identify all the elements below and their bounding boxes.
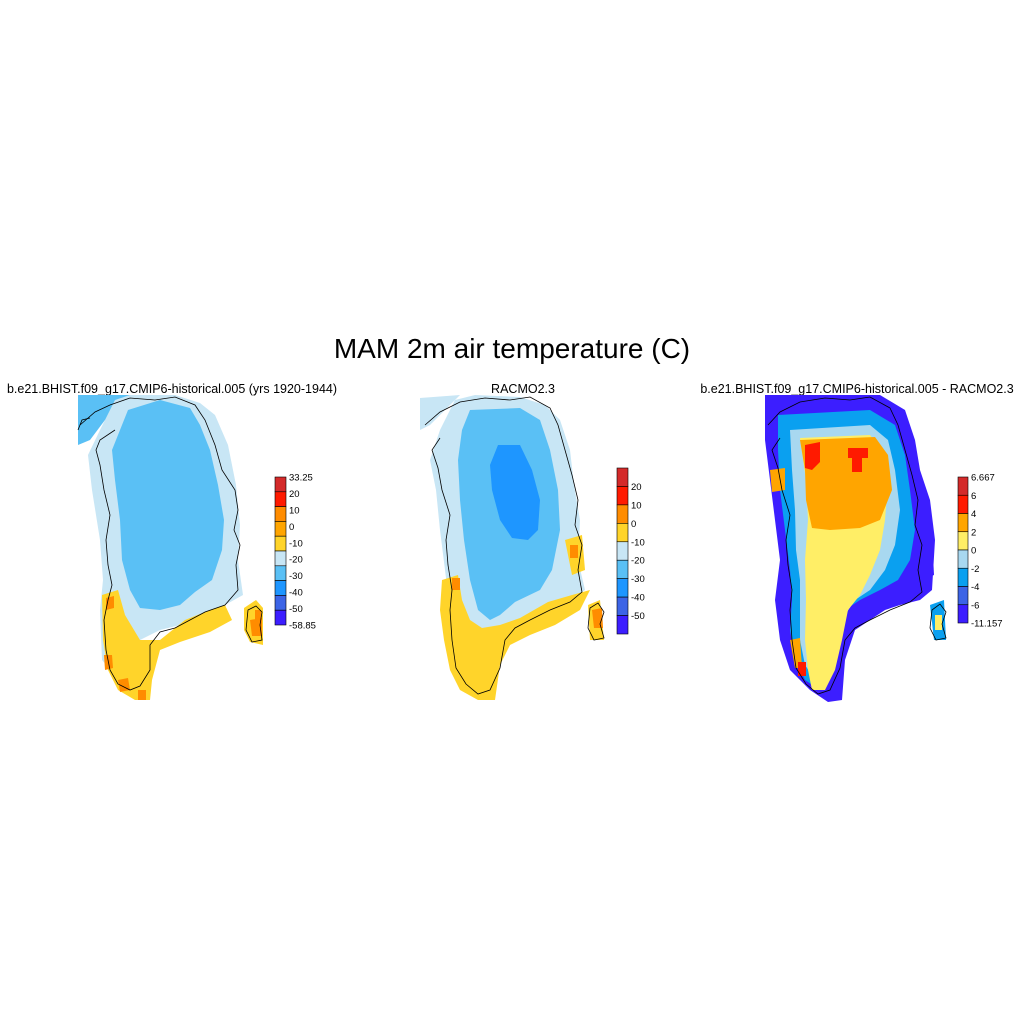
colorbar-3-label-8: -11.157 — [971, 619, 1003, 630]
colorbar-2-label-6: -40 — [631, 593, 645, 604]
colorbar-2-label-3: -10 — [631, 537, 645, 548]
colorbar-2-box-8 — [616, 615, 629, 635]
colorbar-1-label-5: -20 — [289, 555, 303, 566]
colorbar-3-box-3 — [957, 531, 969, 551]
colorbar-3-label-0: 6.667 — [971, 473, 995, 484]
panel-2-coastline — [424, 396, 605, 695]
colorbar-3-box-6 — [957, 586, 969, 606]
colorbar-3-box-2 — [957, 513, 969, 533]
colorbar-1-label-1: 20 — [289, 489, 300, 500]
colorbar-3-box-4 — [957, 549, 969, 569]
colorbar-1-label-8: -50 — [289, 604, 303, 615]
colorbar-1-label-2: 10 — [289, 505, 300, 516]
colorbar-3-label-5: -2 — [971, 564, 979, 575]
colorbar-1-label-3: 0 — [289, 522, 294, 533]
panel-3-coastline — [767, 396, 947, 695]
colorbar-3-label-4: 0 — [971, 546, 976, 557]
colorbar-1-label-0: 33.25 — [289, 473, 313, 484]
colorbar-1-label-6: -30 — [289, 571, 303, 582]
panel-3-field — [765, 395, 946, 702]
colorbar-3-box-1 — [957, 494, 969, 514]
colorbar-3-label-7: -6 — [971, 600, 979, 611]
panel-3-title: b.e21.BHIST.f09_g17.CMIP6-historical.005… — [700, 382, 1014, 396]
colorbar-2-label-5: -30 — [631, 574, 645, 585]
colorbar-1-label-9: -58.85 — [289, 621, 316, 632]
colorbar-2-label-0: 20 — [631, 482, 642, 493]
panel-2-title: RACMO2.3 — [491, 382, 555, 396]
panel-1-field — [78, 395, 263, 700]
colorbar-2-label-4: -20 — [631, 556, 645, 567]
panel-2-field — [420, 395, 604, 700]
colorbar-1-label-4: -10 — [289, 538, 303, 549]
colorbar-3-label-3: 2 — [971, 527, 976, 538]
colorbar-2-label-7: -50 — [631, 611, 645, 622]
panel-1-title: b.e21.BHIST.f09_g17.CMIP6-historical.005… — [6, 382, 338, 396]
colorbar-3-box-7 — [957, 604, 969, 624]
colorbar-3-label-2: 4 — [971, 509, 976, 520]
colorbar-3-box-5 — [957, 567, 969, 587]
colorbar-3-box-0 — [957, 476, 969, 496]
figure-title: MAM 2m air temperature (C) — [333, 333, 691, 364]
colorbar-3-label-1: 6 — [971, 491, 976, 502]
colorbar-1-box-9 — [274, 609, 287, 626]
panel-1-coastline — [77, 396, 263, 691]
colorbar-2-label-2: 0 — [631, 519, 636, 530]
colorbar-3-label-6: -4 — [971, 582, 979, 593]
colorbar-1-label-7: -40 — [289, 588, 303, 599]
colorbar-2-label-1: 10 — [631, 500, 642, 511]
